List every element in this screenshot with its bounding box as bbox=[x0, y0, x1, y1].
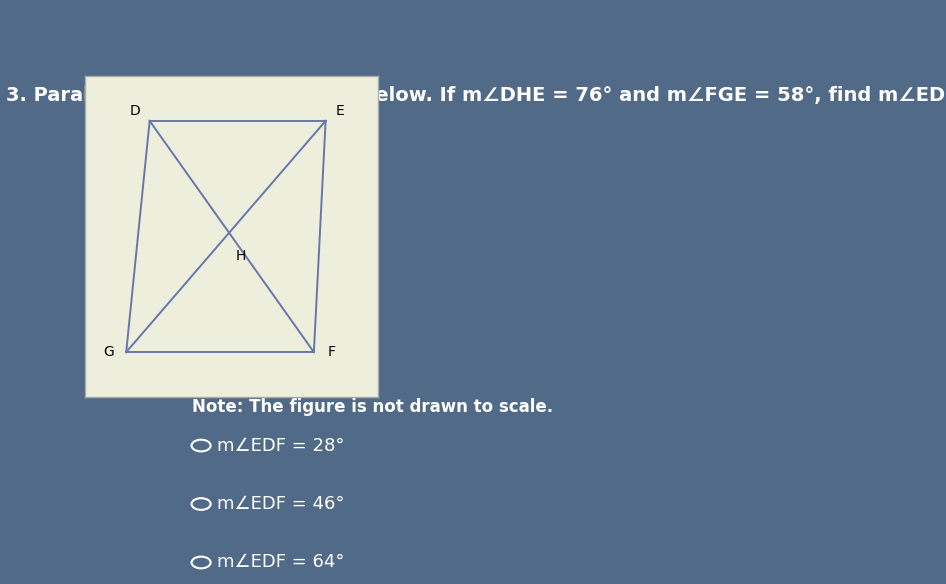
Text: Note: The figure is not drawn to scale.: Note: The figure is not drawn to scale. bbox=[191, 398, 552, 416]
Text: E: E bbox=[336, 104, 344, 118]
Text: G: G bbox=[103, 345, 114, 359]
Text: m∠EDF = 28°: m∠EDF = 28° bbox=[218, 437, 344, 454]
Text: D: D bbox=[130, 104, 140, 118]
Text: H: H bbox=[236, 249, 246, 263]
Text: 3. Parallelogram DEFG is shown below. If m∠DHE = 76° and m∠FGE = 58°, find m∠EDF: 3. Parallelogram DEFG is shown below. If… bbox=[7, 86, 946, 105]
Text: F: F bbox=[327, 345, 336, 359]
Text: m∠EDF = 46°: m∠EDF = 46° bbox=[218, 495, 344, 513]
Text: m∠EDF = 64°: m∠EDF = 64° bbox=[218, 554, 344, 572]
